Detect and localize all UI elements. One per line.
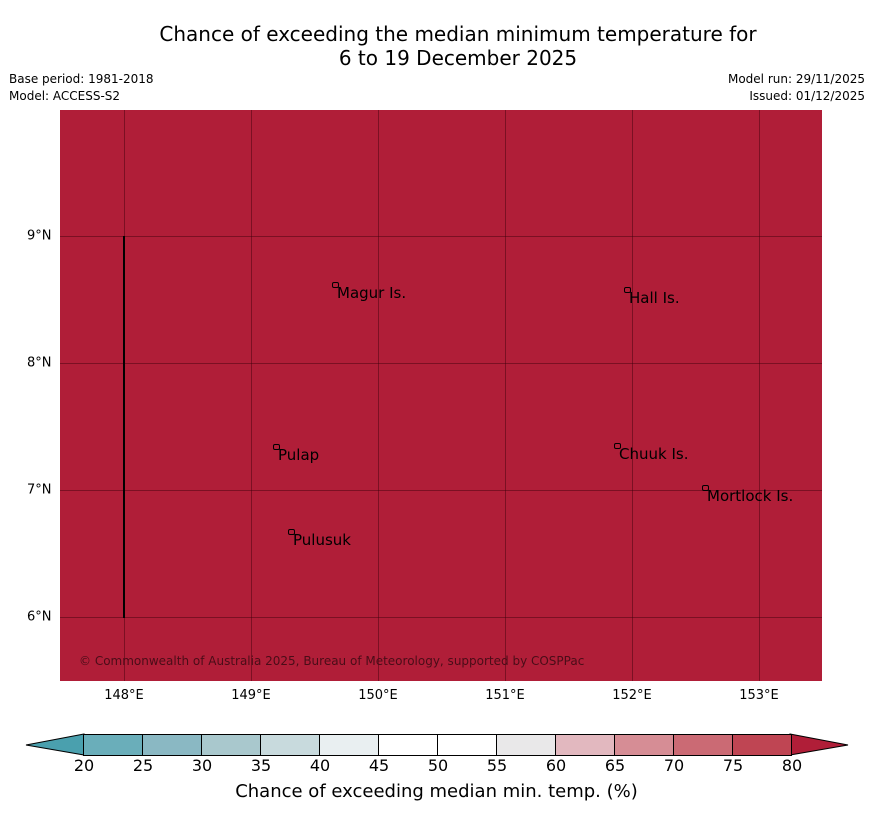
colorbar-tick: 45 bbox=[368, 756, 390, 775]
figure-title: Chance of exceeding the median minimum t… bbox=[0, 22, 873, 70]
colorbar-tick: 65 bbox=[604, 756, 626, 775]
gridline-152e bbox=[632, 110, 633, 681]
colorbar-segment bbox=[261, 735, 320, 755]
x-tick: 153°E bbox=[739, 688, 779, 703]
colorbar-segment bbox=[320, 735, 379, 755]
colorbar-tick: 30 bbox=[191, 756, 213, 775]
colorbar-tick: 55 bbox=[486, 756, 508, 775]
colorbar-segment bbox=[615, 735, 674, 755]
gridline-9n bbox=[60, 236, 822, 237]
x-tick: 150°E bbox=[358, 688, 398, 703]
gridline-7n bbox=[60, 490, 822, 491]
title-line-2: 6 to 19 December 2025 bbox=[338, 46, 578, 70]
issued-date: Issued: 01/12/2025 bbox=[749, 89, 865, 103]
model-name: Model: ACCESS-S2 bbox=[9, 89, 121, 103]
gridline-153e bbox=[759, 110, 760, 681]
boundary-line bbox=[123, 236, 125, 618]
model-run: Model run: 29/11/2025 bbox=[727, 72, 865, 86]
place-label: Mortlock Is. bbox=[701, 485, 794, 505]
colorbar bbox=[83, 734, 792, 756]
y-tick: 9°N bbox=[27, 228, 52, 244]
y-tick: 7°N bbox=[27, 482, 52, 498]
gridline-8n bbox=[60, 363, 822, 364]
colorbar-segment bbox=[497, 735, 556, 755]
colorbar-segment bbox=[202, 735, 261, 755]
colorbar-segment bbox=[556, 735, 615, 755]
colorbar-tick: 70 bbox=[663, 756, 685, 775]
y-tick: 8°N bbox=[27, 355, 52, 371]
colorbar-tick: 20 bbox=[73, 756, 95, 775]
gridline-149e bbox=[251, 110, 252, 681]
colorbar-segment bbox=[84, 735, 143, 755]
colorbar-label: Chance of exceeding median min. temp. (%… bbox=[235, 781, 638, 802]
copyright-notice: © Commonwealth of Australia 2025, Bureau… bbox=[79, 654, 585, 668]
x-tick: 149°E bbox=[231, 688, 271, 703]
place-label: Chuuk Is. bbox=[613, 443, 689, 463]
place-label: Pulusuk bbox=[288, 529, 351, 549]
colorbar-segment bbox=[143, 735, 202, 755]
colorbar-segment bbox=[379, 735, 438, 755]
colorbar-tick: 80 bbox=[781, 756, 803, 775]
colorbar-tick: 60 bbox=[545, 756, 567, 775]
x-tick: 152°E bbox=[612, 688, 652, 703]
place-label: Pulap bbox=[272, 444, 320, 464]
colorbar-under-triangle bbox=[25, 733, 85, 756]
colorbar-tick: 50 bbox=[427, 756, 449, 775]
meta-right: Model run: 29/11/2025 Issued: 01/12/2025 bbox=[728, 71, 865, 105]
x-tick: 148°E bbox=[104, 688, 144, 703]
colorbar-over-triangle bbox=[789, 733, 849, 756]
map-area: Magur Is. Hall Is. Pulap Chuuk Is. Mortl… bbox=[60, 110, 822, 681]
colorbar-segment bbox=[674, 735, 733, 755]
colorbar-segment bbox=[438, 735, 497, 755]
y-tick: 6°N bbox=[27, 609, 52, 625]
meta-left: Base period: 1981-2018 Model: ACCESS-S2 bbox=[9, 71, 154, 105]
place-label: Hall Is. bbox=[624, 287, 680, 307]
x-tick: 151°E bbox=[485, 688, 525, 703]
colorbar-tick: 25 bbox=[132, 756, 154, 775]
gridline-6n bbox=[60, 617, 822, 618]
gridline-151e bbox=[505, 110, 506, 681]
colorbar-segment bbox=[733, 735, 791, 755]
place-label: Magur Is. bbox=[331, 282, 407, 302]
colorbar-tick: 35 bbox=[250, 756, 272, 775]
colorbar-tick: 40 bbox=[309, 756, 331, 775]
colorbar-tick: 75 bbox=[722, 756, 744, 775]
base-period: Base period: 1981-2018 bbox=[9, 72, 154, 86]
gridline-150e bbox=[378, 110, 379, 681]
title-line-1: Chance of exceeding the median minimum t… bbox=[159, 22, 757, 46]
